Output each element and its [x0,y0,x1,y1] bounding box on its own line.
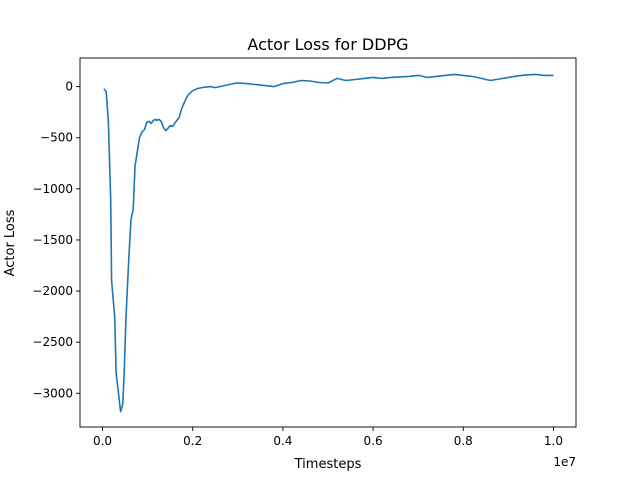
x-tick-label: 0.8 [454,434,473,448]
y-axis-label: Actor Loss [3,209,18,276]
plot-area [103,73,554,413]
x-axis-ticks: 0.0 0.2 0.4 0.6 0.8 1.0 [93,427,563,448]
y-tick-label: −2000 [32,284,73,298]
y-tick-label: −1500 [32,233,73,247]
x-axis-offset-label: 1e7 [553,455,576,469]
y-tick-label: 0 [65,80,73,94]
x-tick-label: 0.2 [183,434,202,448]
y-tick-label: −1000 [32,182,73,196]
x-tick-label: 1.0 [544,434,563,448]
x-tick-label: 0.4 [273,434,292,448]
series-line [103,73,554,413]
plot-frame [79,57,577,428]
chart-title: Actor Loss for DDPG [247,35,408,54]
x-tick-label: 0.0 [93,434,112,448]
y-axis-ticks: 0 −500 −1000 −1500 −2000 −2500 −3000 [32,80,80,400]
y-tick-label: −3000 [32,386,73,400]
y-tick-label: −2500 [32,335,73,349]
y-tick-label: −500 [40,131,73,145]
x-axis-label: Timesteps [294,457,362,472]
x-tick-label: 0.6 [364,434,383,448]
